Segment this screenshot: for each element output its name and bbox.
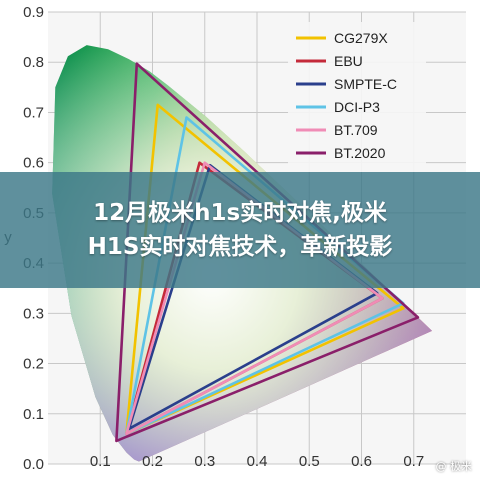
legend-label-ebu: EBU (334, 53, 363, 69)
y-tick-label-0: 0.0 (23, 456, 44, 473)
legend-box (288, 22, 426, 172)
legend: CG279X EBU SMPTE-C DCI-P3 BT.709 BT.2020 (288, 22, 426, 172)
y-tick-label-7: 0.7 (23, 104, 44, 121)
banner-line-1: 12月极米h1s实时对焦,极米 (93, 200, 387, 226)
y-tick-label-6: 0.6 (23, 155, 44, 172)
banner-line-2: H1S实时对焦技术，革新投影 (87, 234, 393, 260)
y-tick-label-9: 0.9 (23, 4, 44, 21)
x-tick-label-4: 0.5 (299, 453, 320, 470)
y-tick-label-1: 0.1 (23, 406, 44, 423)
x-tick-label-1: 0.2 (142, 453, 163, 470)
legend-label-smpte-c: SMPTE-C (334, 76, 397, 92)
y-tick-label-8: 0.8 (23, 54, 44, 71)
y-tick-label-2: 0.2 (23, 356, 44, 373)
watermark: @ 极米 (435, 460, 473, 473)
y-tick-label-3: 0.3 (23, 305, 44, 322)
x-tick-label-2: 0.3 (194, 453, 215, 470)
x-tick-label-5: 0.6 (351, 453, 372, 470)
legend-label-cg279x: CG279X (334, 30, 388, 46)
x-tick-label-6: 0.7 (403, 453, 424, 470)
legend-label-bt-709: BT.709 (334, 122, 378, 138)
legend-label-bt-2020: BT.2020 (334, 145, 386, 161)
x-tick-label-3: 0.4 (247, 453, 268, 470)
legend-label-dci-p3: DCI-P3 (334, 99, 380, 115)
title-banner: 12月极米h1s实时对焦,极米 H1S实时对焦技术，革新投影 (0, 172, 480, 288)
x-tick-label-0: 0.1 (90, 453, 111, 470)
